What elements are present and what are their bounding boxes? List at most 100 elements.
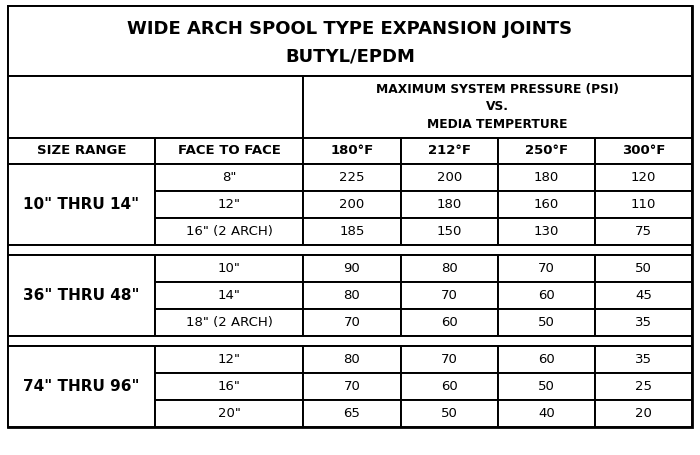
Text: 74" THRU 96": 74" THRU 96" xyxy=(23,379,139,394)
Bar xyxy=(498,191,595,218)
Bar xyxy=(303,255,400,282)
Bar xyxy=(400,218,498,245)
Text: 65: 65 xyxy=(344,407,360,420)
Text: FACE TO FACE: FACE TO FACE xyxy=(178,145,281,157)
Text: 200: 200 xyxy=(340,198,365,211)
Bar xyxy=(155,346,303,373)
Text: 10" THRU 14": 10" THRU 14" xyxy=(23,197,139,212)
Bar xyxy=(155,282,303,309)
Text: VS.: VS. xyxy=(486,101,509,113)
Text: 70: 70 xyxy=(344,316,360,329)
Text: 300°F: 300°F xyxy=(622,145,665,157)
Bar xyxy=(595,346,692,373)
Bar xyxy=(303,76,692,138)
Bar xyxy=(155,373,303,400)
Bar xyxy=(8,255,155,336)
Bar xyxy=(303,164,400,191)
Bar xyxy=(8,346,155,427)
Text: 180: 180 xyxy=(437,198,462,211)
Text: 16" (2 ARCH): 16" (2 ARCH) xyxy=(186,225,272,238)
Bar xyxy=(303,282,400,309)
Bar xyxy=(498,309,595,336)
Bar xyxy=(155,218,303,245)
Text: 130: 130 xyxy=(533,225,559,238)
Bar xyxy=(155,400,303,427)
Bar xyxy=(8,76,303,138)
Bar xyxy=(595,373,692,400)
Bar xyxy=(155,255,303,282)
Text: 50: 50 xyxy=(441,407,458,420)
Bar xyxy=(595,400,692,427)
Text: 8": 8" xyxy=(222,171,236,184)
Text: 50: 50 xyxy=(538,380,554,393)
Bar xyxy=(155,164,303,191)
Text: 20: 20 xyxy=(635,407,652,420)
Bar xyxy=(400,138,498,164)
Text: MEDIA TEMPERTURE: MEDIA TEMPERTURE xyxy=(428,118,568,131)
Text: 35: 35 xyxy=(635,353,652,366)
Bar xyxy=(400,373,498,400)
Bar xyxy=(498,373,595,400)
Bar xyxy=(400,400,498,427)
Bar xyxy=(155,309,303,336)
Text: 70: 70 xyxy=(344,380,360,393)
Bar xyxy=(303,309,400,336)
Bar xyxy=(303,346,400,373)
Text: 14": 14" xyxy=(218,289,241,302)
Text: 40: 40 xyxy=(538,407,554,420)
Bar xyxy=(303,191,400,218)
Text: 75: 75 xyxy=(635,225,652,238)
Bar xyxy=(595,255,692,282)
Text: 35: 35 xyxy=(635,316,652,329)
Text: 180: 180 xyxy=(533,171,559,184)
Text: 185: 185 xyxy=(340,225,365,238)
Bar xyxy=(400,191,498,218)
Bar xyxy=(595,164,692,191)
Bar xyxy=(155,138,303,164)
Bar xyxy=(498,346,595,373)
Text: 160: 160 xyxy=(533,198,559,211)
Text: 60: 60 xyxy=(441,380,458,393)
Bar xyxy=(155,191,303,218)
Text: 10": 10" xyxy=(218,262,241,275)
Text: 16": 16" xyxy=(218,380,241,393)
Text: 200: 200 xyxy=(437,171,462,184)
Text: 150: 150 xyxy=(436,225,462,238)
Text: 250°F: 250°F xyxy=(525,145,568,157)
Text: 80: 80 xyxy=(441,262,458,275)
Text: 45: 45 xyxy=(635,289,652,302)
Bar xyxy=(595,309,692,336)
Text: 60: 60 xyxy=(538,353,554,366)
Text: 80: 80 xyxy=(344,289,360,302)
Bar xyxy=(595,218,692,245)
Text: 110: 110 xyxy=(631,198,656,211)
Text: 12": 12" xyxy=(218,353,241,366)
Bar xyxy=(498,138,595,164)
Text: 225: 225 xyxy=(340,171,365,184)
Text: WIDE ARCH SPOOL TYPE EXPANSION JOINTS: WIDE ARCH SPOOL TYPE EXPANSION JOINTS xyxy=(127,20,573,38)
Text: 70: 70 xyxy=(441,353,458,366)
Bar xyxy=(8,164,155,245)
Text: 12": 12" xyxy=(218,198,241,211)
Bar xyxy=(400,164,498,191)
Text: 70: 70 xyxy=(441,289,458,302)
Text: 180°F: 180°F xyxy=(330,145,374,157)
Text: 36" THRU 48": 36" THRU 48" xyxy=(23,288,139,303)
Bar xyxy=(595,191,692,218)
Text: 50: 50 xyxy=(635,262,652,275)
Text: 80: 80 xyxy=(344,353,360,366)
Bar xyxy=(8,245,692,255)
Bar xyxy=(303,373,400,400)
Bar xyxy=(595,138,692,164)
Bar xyxy=(498,164,595,191)
Bar xyxy=(303,138,400,164)
Bar xyxy=(400,346,498,373)
Bar xyxy=(595,282,692,309)
Bar xyxy=(303,218,400,245)
Bar xyxy=(400,255,498,282)
Bar xyxy=(498,282,595,309)
Text: BUTYL/EPDM: BUTYL/EPDM xyxy=(285,47,415,66)
Text: 50: 50 xyxy=(538,316,554,329)
Text: 90: 90 xyxy=(344,262,360,275)
Bar xyxy=(8,6,692,76)
